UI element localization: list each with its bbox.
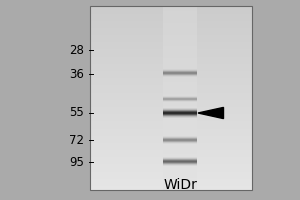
Text: 36: 36 [69, 68, 84, 80]
Text: 72: 72 [69, 134, 84, 146]
Polygon shape [198, 107, 224, 119]
Text: WiDr: WiDr [163, 178, 197, 192]
Text: 28: 28 [69, 44, 84, 56]
Text: 55: 55 [69, 106, 84, 119]
Text: 95: 95 [69, 156, 84, 168]
